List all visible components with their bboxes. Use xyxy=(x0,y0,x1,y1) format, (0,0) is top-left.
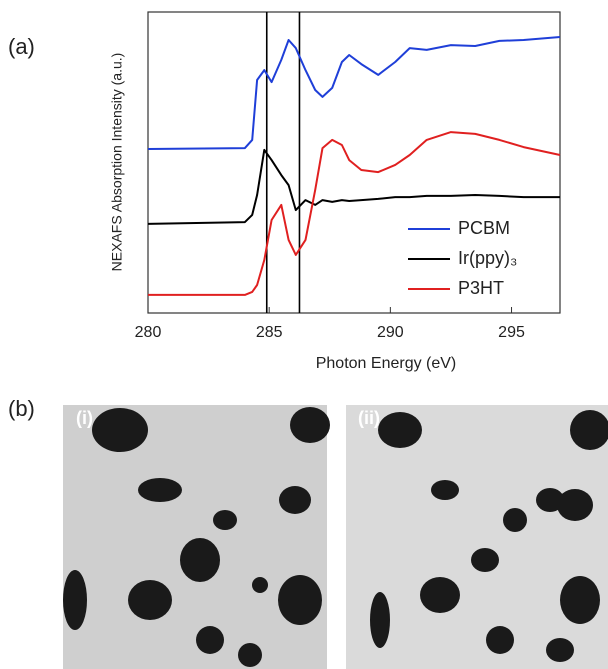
x-tick-label: 280 xyxy=(135,324,162,341)
legend-label: Ir(ppy)₃ xyxy=(458,248,517,268)
series-line xyxy=(147,36,561,150)
image-label: (i) xyxy=(76,408,93,428)
legend-label: PCBM xyxy=(458,218,510,238)
plot-frame xyxy=(147,11,561,314)
particles xyxy=(370,410,608,662)
panel-label: (b) xyxy=(8,396,35,421)
series-line xyxy=(148,131,561,296)
x-tick-label: 290 xyxy=(377,324,404,341)
x-axis-label: Photon Energy (eV) xyxy=(316,355,457,372)
micrograph xyxy=(346,405,608,669)
x-tick-label: 285 xyxy=(256,324,283,341)
legend-label: P3HT xyxy=(458,278,504,298)
particles xyxy=(63,407,330,667)
series-line xyxy=(147,148,560,225)
micrograph xyxy=(63,405,330,669)
image-label: (ii) xyxy=(358,408,380,428)
y-axis-label: NEXAFS Absorption Intensity (a.u.) xyxy=(109,53,125,272)
panel-label: (a) xyxy=(8,34,35,59)
x-tick-label: 295 xyxy=(498,324,525,341)
